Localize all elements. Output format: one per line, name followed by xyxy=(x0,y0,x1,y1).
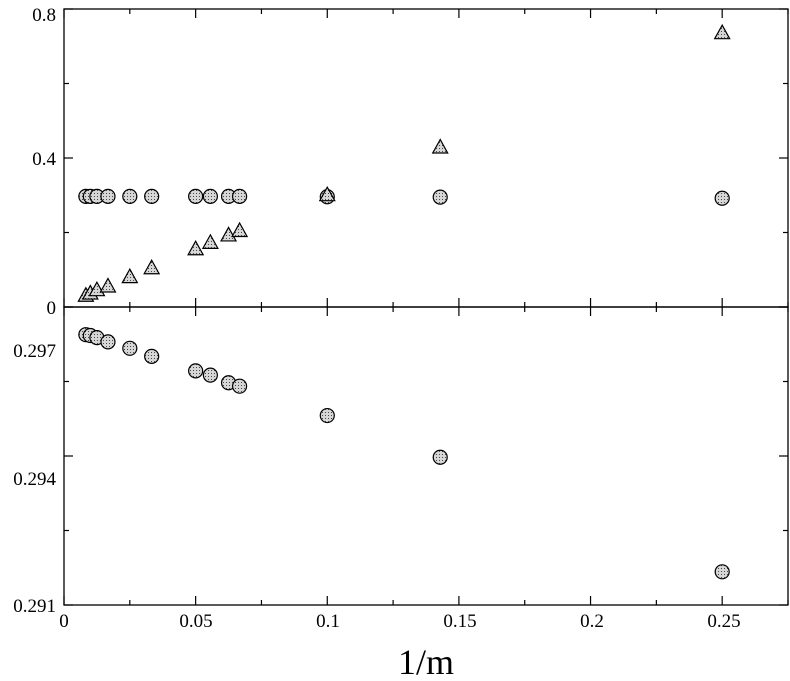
top-plot-frame xyxy=(63,8,789,308)
x-axis-tick-labels: 0 0.05 0.1 0.15 0.2 0.25 xyxy=(59,611,740,632)
top-triangle-point xyxy=(431,138,449,154)
bottom-circle-point xyxy=(100,334,116,350)
bottom-circle-point xyxy=(144,348,160,364)
x-tick-label-0.2: 0.2 xyxy=(580,611,604,632)
x-tick-label-0.25: 0.25 xyxy=(707,611,740,632)
top-circle-point xyxy=(100,188,116,204)
top-circle-point xyxy=(714,190,730,206)
top-y-tick-label-0.4: 0.4 xyxy=(32,149,56,170)
bottom-circle-point xyxy=(122,340,138,356)
x-axis-title: 1/m xyxy=(398,642,454,681)
top-triangle-point xyxy=(318,185,336,202)
top-triangle-point xyxy=(220,226,238,242)
bottom-circle-point xyxy=(714,564,730,580)
top-circle-point xyxy=(432,189,448,205)
top-circle-point xyxy=(232,188,248,204)
top-triangle-point xyxy=(201,233,219,249)
top-triangle-point xyxy=(231,221,249,238)
bottom-circle-point xyxy=(432,449,448,465)
top-triangle-point xyxy=(187,239,205,256)
top-triangle-point xyxy=(713,23,731,40)
bottom-circle-point xyxy=(188,363,204,379)
bottom-plot-frame xyxy=(63,306,789,606)
x-tick-label-0.1: 0.1 xyxy=(316,611,340,632)
top-axis-ticks xyxy=(63,8,789,308)
bottom-circle-point xyxy=(319,407,335,424)
x-tick-label-0.15: 0.15 xyxy=(443,611,476,632)
bottom-y-tick-label-0.294: 0.294 xyxy=(13,469,56,490)
top-triangle-point xyxy=(99,277,117,293)
top-circle-point xyxy=(188,188,204,204)
bottom-y-tick-label-0.291: 0.291 xyxy=(13,596,56,617)
x-tick-label-0.05: 0.05 xyxy=(179,611,212,632)
top-circle-point xyxy=(144,188,160,204)
bottom-panel: 0.297 0.294 0.291 xyxy=(13,306,789,617)
top-circle-point xyxy=(202,188,218,204)
bottom-circle-point xyxy=(232,378,248,394)
top-data-points xyxy=(77,23,731,302)
bottom-y-tick-label-0.297: 0.297 xyxy=(13,341,56,362)
top-triangle-point xyxy=(121,267,139,284)
top-panel: 0.8 0.4 0 xyxy=(32,5,789,319)
top-y-tick-label-0.8: 0.8 xyxy=(32,5,56,26)
top-triangle-point xyxy=(143,258,161,275)
top-y-tick-label-0: 0 xyxy=(47,298,57,319)
bottom-data-points xyxy=(78,327,730,580)
x-tick-label-0: 0 xyxy=(59,611,69,632)
bottom-circle-point xyxy=(202,367,218,383)
bottom-axis-ticks xyxy=(63,306,789,606)
top-circle-point xyxy=(122,188,138,204)
